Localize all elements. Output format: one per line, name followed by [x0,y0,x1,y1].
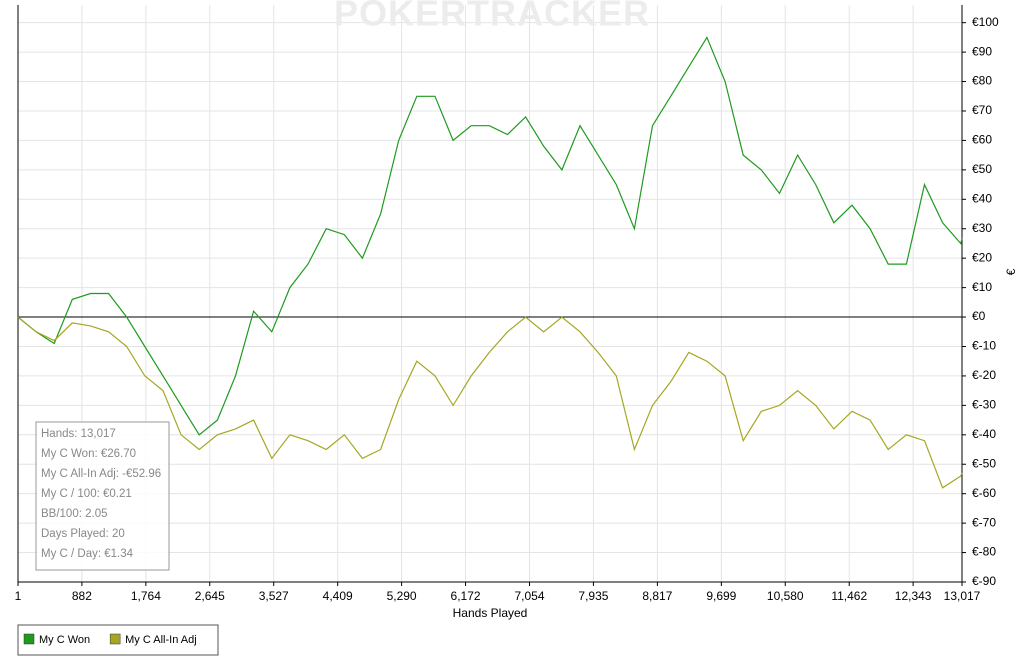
legend-label: My C All-In Adj [125,634,197,646]
x-axis-label: Hands Played [453,606,528,620]
x-tick-label: 882 [72,589,92,603]
y-tick-label: €100 [972,15,999,29]
x-tick-label: 3,527 [259,589,289,603]
x-tick-label: 1 [15,589,22,603]
y-tick-label: €-80 [972,545,996,559]
x-tick-label: 7,935 [578,589,608,603]
y-tick-label: €30 [972,221,992,235]
y-tick-label: €-60 [972,486,996,500]
y-tick-label: €20 [972,250,992,264]
stats-box [35,421,170,571]
y-tick-label: €90 [972,44,992,58]
y-tick-label: €10 [972,280,992,294]
legend-swatch [23,633,35,645]
x-tick-label: 10,580 [767,589,804,603]
y-tick-label: €-50 [972,456,996,470]
y-tick-label: €60 [972,133,992,147]
x-tick-label: 12,343 [895,589,932,603]
legend-swatch [109,633,121,645]
stat-line: Hands: 13,017 [41,428,116,440]
y-tick-label: €0 [972,309,986,323]
x-tick-label: 5,290 [387,589,417,603]
y-tick-label: €50 [972,162,992,176]
x-tick-label: 7,054 [515,589,545,603]
y-tick-label: €-40 [972,427,996,441]
x-tick-label: 8,817 [642,589,672,603]
stat-line: Days Played: 20 [41,528,125,540]
watermark: POKERTRACKER [334,0,650,34]
x-tick-label: 13,017 [944,589,981,603]
y-tick-label: €-30 [972,398,996,412]
stat-line: My C / 100: €0.21 [41,488,132,500]
series-line [17,316,963,489]
x-tick-label: 6,172 [451,589,481,603]
y-tick-label: €-10 [972,339,996,353]
x-tick-label: 1,764 [131,589,161,603]
x-tick-label: 4,409 [323,589,353,603]
stat-line: My C All-In Adj: -€52.96 [41,468,161,480]
stat-line: My C Won: €26.70 [41,448,136,460]
x-tick-label: 9,699 [706,589,736,603]
legend-label: My C Won [39,634,90,646]
y-tick-label: €-20 [972,368,996,382]
x-tick-label: 11,462 [831,589,867,603]
stat-line: BB/100: 2.05 [41,508,108,520]
y-tick-label: €-90 [972,574,996,588]
y-tick-label: €-70 [972,515,996,529]
x-tick-label: 2,645 [195,589,225,603]
y-tick-label: €80 [972,74,992,88]
stat-line: My C / Day: €1.34 [41,548,134,560]
y-tick-label: €70 [972,103,992,117]
y-axis-label: € [1004,268,1018,275]
y-tick-label: €40 [972,191,992,205]
series-line [17,36,963,436]
